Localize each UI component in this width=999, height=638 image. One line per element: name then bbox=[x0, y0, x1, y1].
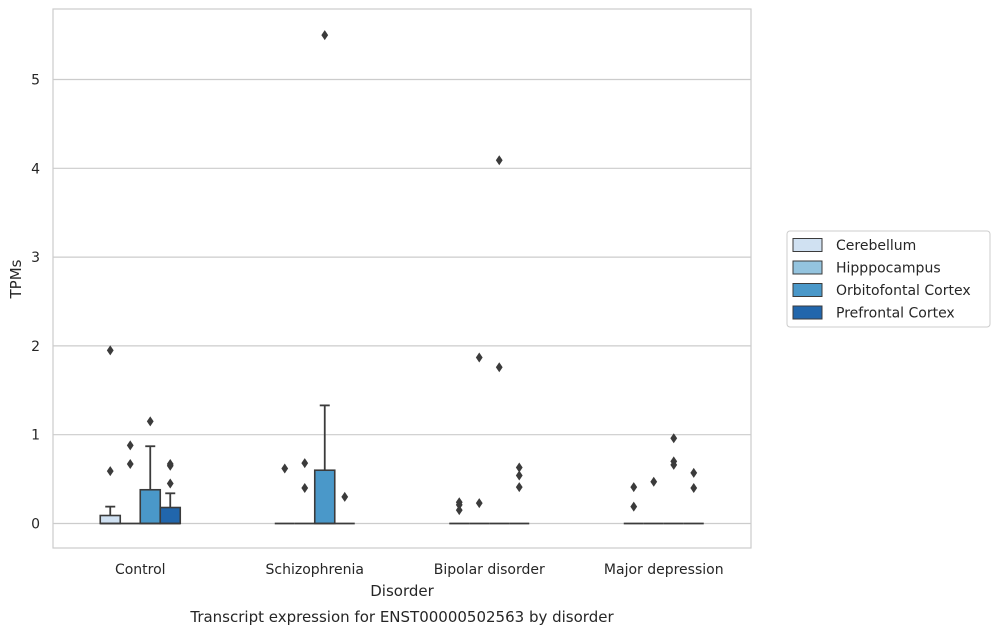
outlier-point bbox=[515, 470, 523, 481]
outlier-point bbox=[126, 440, 134, 451]
x-tick-labels: Control Schizophrenia Bipolar disorder Majo… bbox=[115, 562, 724, 578]
outlier-point bbox=[670, 459, 678, 470]
outlier-point bbox=[495, 362, 503, 373]
box-hipppocampus-0 bbox=[120, 440, 141, 525]
box-layer bbox=[99, 30, 704, 525]
box-body bbox=[99, 514, 122, 525]
outlier-point bbox=[455, 505, 463, 516]
chart-caption: Transcript expression for ENST0000050256… bbox=[189, 608, 614, 626]
outlier-point bbox=[650, 476, 658, 487]
box-orbitofontal-cortex-0 bbox=[139, 416, 162, 525]
legend-swatch bbox=[792, 283, 823, 297]
box-cerebellum-1 bbox=[274, 463, 295, 525]
x-tick-label-major-depression: Major depression bbox=[604, 562, 724, 578]
box-body bbox=[139, 488, 162, 525]
gridlines bbox=[53, 78, 751, 525]
y-tick-label-2: 2 bbox=[31, 339, 40, 355]
outlier-point bbox=[321, 30, 329, 41]
legend-swatch bbox=[792, 238, 823, 252]
outlier-point bbox=[690, 482, 698, 493]
outlier-point bbox=[301, 482, 309, 493]
outlier-point bbox=[455, 499, 463, 510]
outlier-point bbox=[301, 458, 309, 469]
outlier-point bbox=[106, 345, 114, 356]
outlier-point bbox=[515, 482, 523, 493]
legend-swatch bbox=[792, 305, 823, 320]
box-body bbox=[313, 469, 336, 525]
box-cerebellum-3 bbox=[623, 482, 644, 525]
outlier-point bbox=[166, 460, 174, 471]
outlier-point bbox=[475, 352, 483, 363]
x-tick-label-schizophrenia: Schizophrenia bbox=[266, 562, 364, 578]
y-tick-label-0: 0 bbox=[31, 517, 40, 533]
box-orbitofontal-cortex-2 bbox=[489, 155, 510, 525]
outlier-point bbox=[475, 498, 483, 509]
y-tick-label-1: 1 bbox=[31, 428, 40, 444]
legend-label: Cerebellum bbox=[836, 238, 916, 254]
outlier-point bbox=[126, 459, 134, 470]
outlier-point bbox=[630, 482, 638, 493]
y-tick-label-4: 4 bbox=[31, 161, 40, 177]
legend-item-prefrontal-cortex: Prefrontal Cortex bbox=[792, 305, 955, 322]
legend-item-cerebellum: Cerebellum bbox=[792, 238, 916, 254]
y-tick-labels: 0 1 2 3 4 5 bbox=[31, 73, 40, 533]
box-body bbox=[159, 506, 182, 525]
box-prefrontal-cortex-2 bbox=[509, 462, 530, 525]
legend-item-hipppocampus: Hipppocampus bbox=[792, 260, 941, 277]
outlier-point bbox=[166, 478, 174, 489]
x-tick-label-bipolar-disorder: Bipolar disorder bbox=[434, 562, 545, 578]
box-orbitofontal-cortex-3 bbox=[663, 433, 684, 525]
legend-label: Orbitofontal Cortex bbox=[836, 283, 971, 299]
box-cerebellum-0 bbox=[99, 345, 122, 525]
legend: Cerebellum Hipppocampus Orbitofontal Corte… bbox=[786, 230, 991, 328]
box-hipppocampus-1 bbox=[294, 458, 315, 525]
legend-item-orbitofontal-cortex: Orbitofontal Cortex bbox=[792, 283, 971, 299]
x-axis-label: Disorder bbox=[370, 582, 434, 600]
outlier-point bbox=[341, 491, 349, 502]
outlier-point bbox=[690, 467, 698, 478]
outlier-point bbox=[146, 416, 154, 427]
legend-frame bbox=[786, 230, 991, 328]
y-tick-label-5: 5 bbox=[31, 73, 40, 89]
outlier-point bbox=[515, 462, 523, 473]
plot-frame bbox=[52, 8, 752, 549]
y-axis-label: TPMs bbox=[7, 259, 25, 299]
x-tick-label-control: Control bbox=[115, 562, 166, 578]
box-orbitofontal-cortex-1 bbox=[313, 30, 336, 525]
legend-label: Prefrontal Cortex bbox=[836, 306, 955, 322]
box-prefrontal-cortex-1 bbox=[334, 491, 355, 525]
outlier-point bbox=[106, 466, 114, 477]
box-prefrontal-cortex-3 bbox=[683, 467, 704, 525]
outlier-point bbox=[495, 155, 503, 166]
legend-swatch bbox=[792, 260, 823, 275]
outlier-point bbox=[670, 433, 678, 444]
outlier-point bbox=[281, 463, 289, 474]
legend-label: Hipppocampus bbox=[836, 261, 941, 277]
box-cerebellum-2 bbox=[449, 497, 470, 525]
outlier-point bbox=[630, 501, 638, 512]
box-hipppocampus-3 bbox=[643, 476, 664, 525]
box-prefrontal-cortex-0 bbox=[159, 459, 182, 525]
y-tick-label-3: 3 bbox=[31, 250, 40, 266]
box-hipppocampus-2 bbox=[469, 352, 490, 525]
